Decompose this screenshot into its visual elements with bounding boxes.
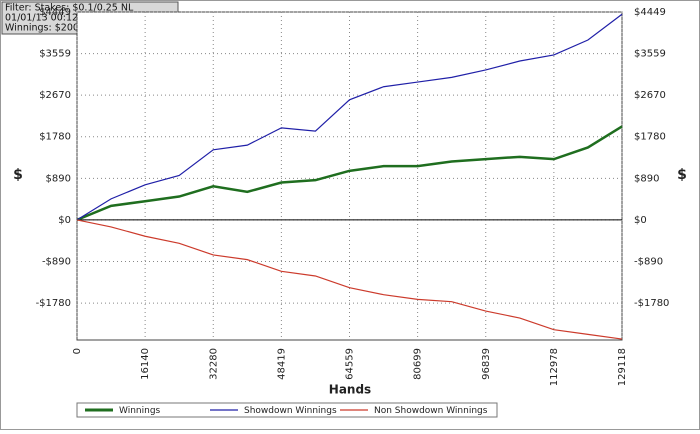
series-line: [76, 125, 623, 222]
legend-label: Showdown Winnings: [244, 406, 337, 416]
y-tick-label: -$1780: [36, 298, 71, 309]
legend: [76, 402, 498, 418]
y2-tick-label: -$890: [634, 256, 663, 267]
y2-tick-label: $890: [634, 173, 659, 184]
y-tick-label: $0: [58, 215, 71, 226]
y-tick-label: $2670: [39, 90, 71, 101]
x-tick-label: 96839: [481, 348, 492, 380]
y2-tick-label: $0: [634, 215, 647, 226]
y-tick-label: $1780: [39, 132, 71, 143]
legend-label: Non Showdown Winnings: [374, 406, 488, 416]
x-tick-label: 16140: [140, 348, 151, 380]
y2-tick-label: $4449: [634, 7, 666, 18]
x-tick-label: 32280: [208, 348, 219, 380]
info-line: Winnings: $2000.69: [5, 23, 100, 34]
legend-label: Winnings: [119, 406, 161, 416]
y2-tick-label: -$1780: [634, 298, 669, 309]
x-tick-label: 80699: [413, 348, 424, 380]
y2-tick-label: $1780: [634, 132, 666, 143]
y-tick-label: $4449: [39, 7, 71, 18]
y2-axis-label: $: [677, 167, 687, 183]
series-line: [76, 219, 623, 340]
x-tick-label: 129118: [617, 348, 628, 386]
y-tick-label: $890: [46, 173, 71, 184]
y-tick-label: $3559: [39, 49, 71, 60]
info-line: Filter: Stakes: $0.1/0.25 NL: [5, 3, 134, 14]
x-axis-label: Hands: [329, 383, 371, 397]
x-tick-label: 64559: [345, 348, 356, 380]
y-axis-label: $: [13, 167, 23, 183]
y2-tick-label: $2670: [634, 90, 666, 101]
x-tick-label: 112978: [549, 348, 560, 386]
series-line: [76, 13, 623, 221]
x-tick-label: 48419: [276, 348, 287, 380]
y-tick-label: -$890: [42, 256, 71, 267]
x-tick-label: 0: [72, 348, 83, 354]
y2-tick-label: $3559: [634, 49, 666, 60]
